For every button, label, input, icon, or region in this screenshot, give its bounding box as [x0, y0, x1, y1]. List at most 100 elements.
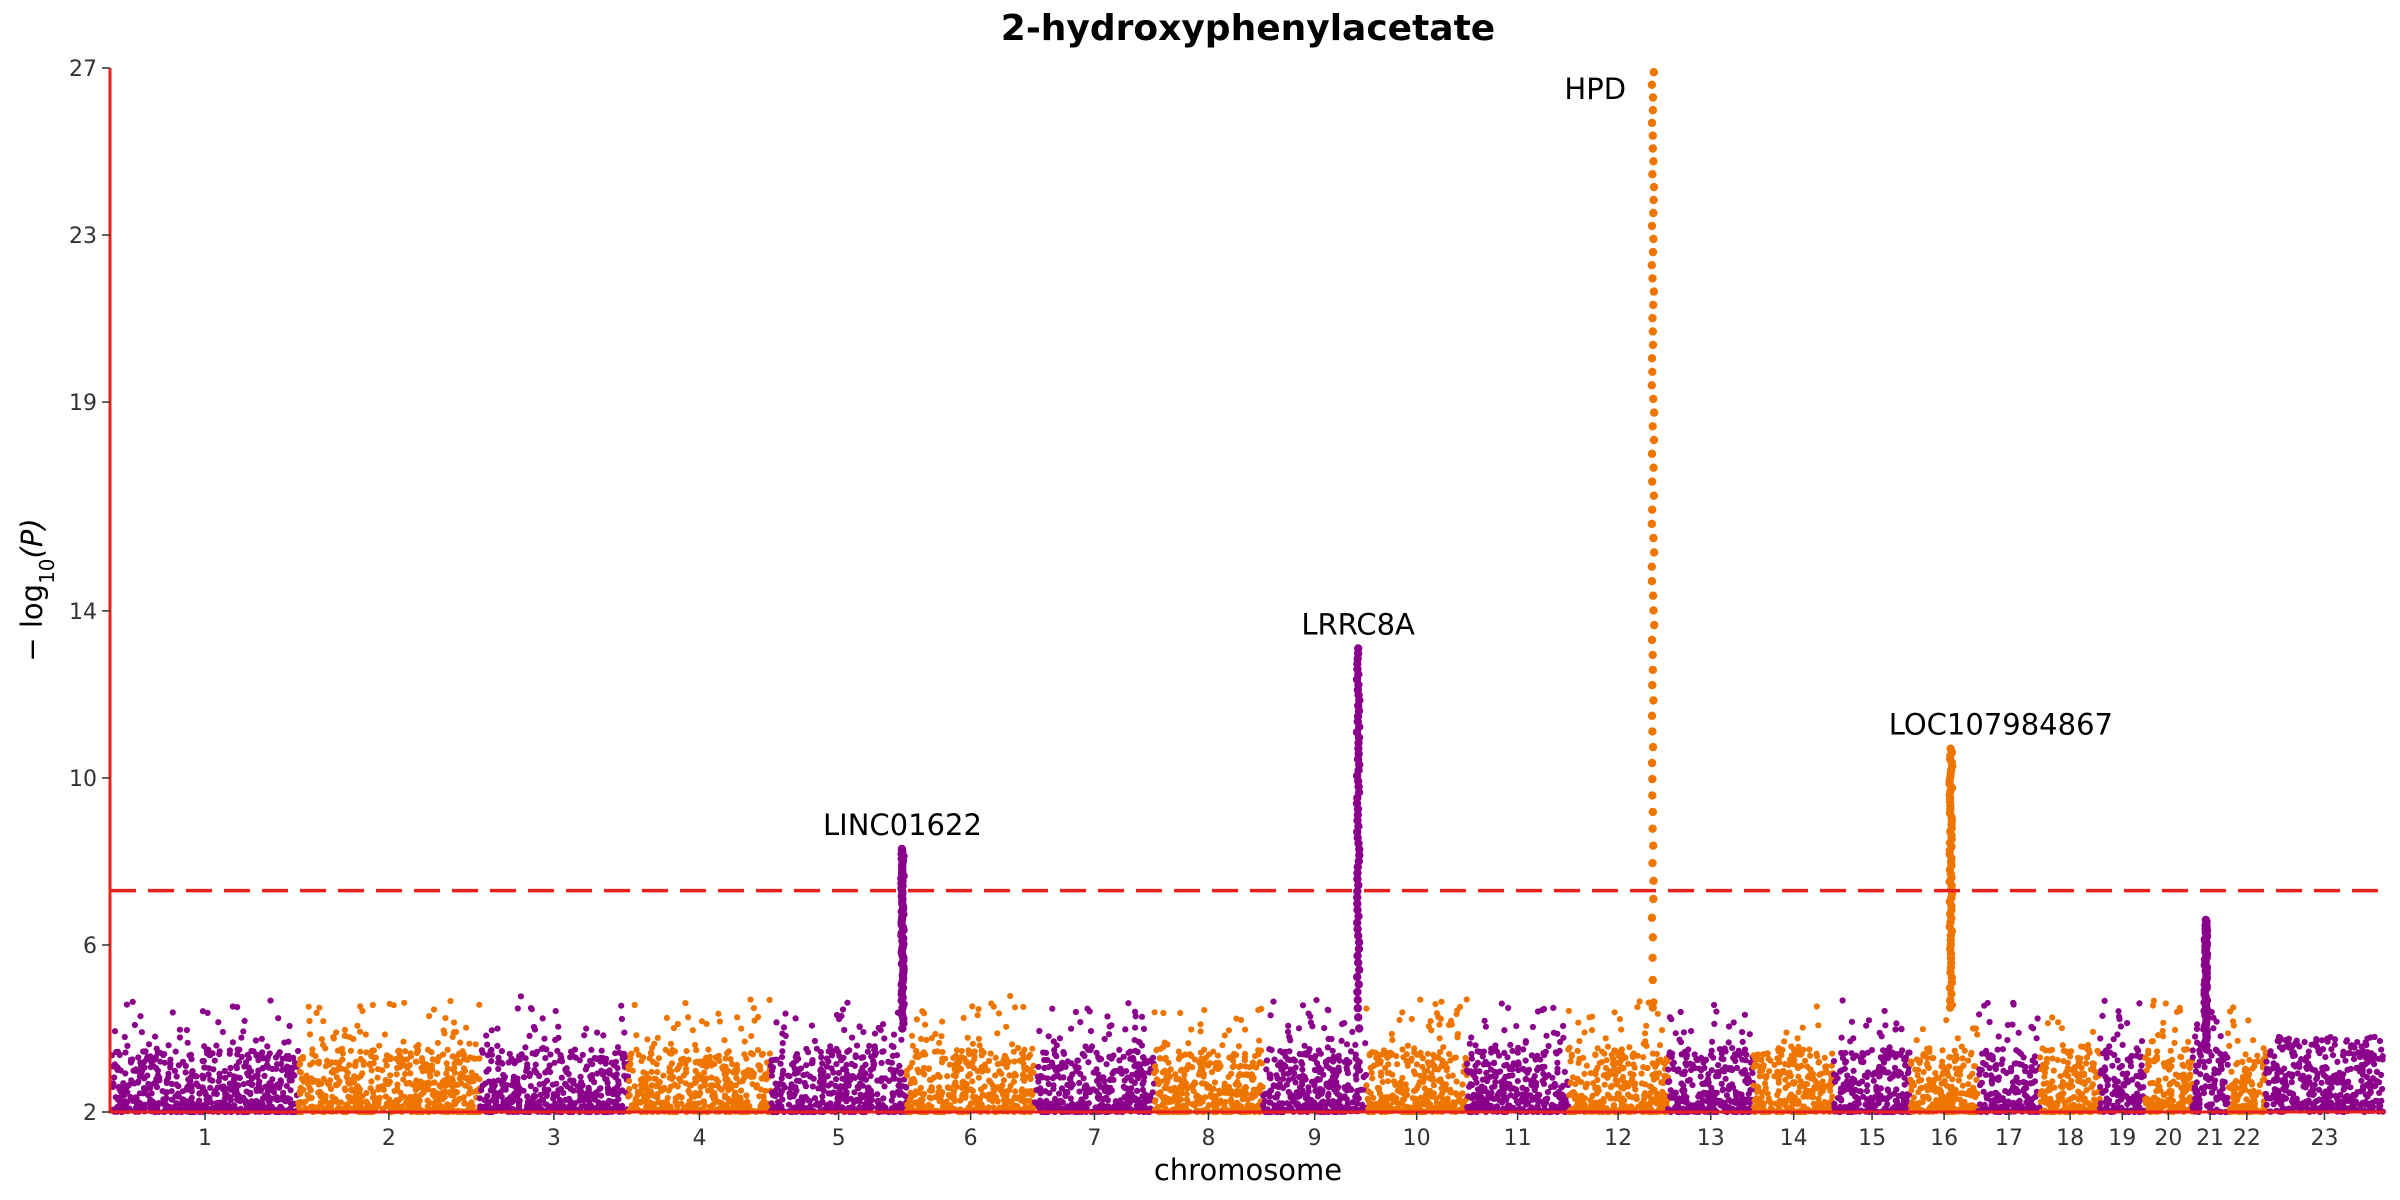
snp-point	[1393, 1095, 1400, 1102]
snp-point	[1149, 1054, 1157, 1061]
snp-point	[1085, 1059, 1092, 1066]
snp-point	[913, 1016, 921, 1023]
snp-point	[1015, 1044, 1022, 1052]
snp-point	[552, 1008, 559, 1015]
snp-point	[193, 1080, 200, 1087]
snp-point	[685, 1014, 692, 1021]
snp-point	[117, 1088, 125, 1096]
snp-point	[957, 1097, 964, 1104]
snp-point	[443, 1060, 450, 1067]
snp-point	[598, 1068, 605, 1075]
snp-point	[387, 1072, 394, 1079]
snp-point	[465, 1076, 472, 1084]
snp-point	[931, 1048, 939, 1055]
snp-point	[591, 1054, 598, 1062]
snp-point	[780, 1067, 787, 1074]
snp-point	[1160, 1009, 1167, 1017]
data-points	[108, 68, 2386, 1116]
snp-point	[644, 1098, 651, 1106]
snp-point	[248, 1047, 255, 1055]
snp-point	[1313, 997, 1320, 1004]
snp-point	[167, 1056, 174, 1063]
snp-point	[969, 1040, 977, 1047]
snp-point	[1478, 1094, 1485, 1101]
snp-point	[252, 1037, 259, 1044]
snp-point	[1018, 1088, 1025, 1095]
snp-point	[942, 1055, 949, 1062]
snp-point	[1116, 1057, 1123, 1064]
snp-point	[704, 1087, 712, 1094]
snp-point	[1236, 1088, 1243, 1095]
snp-point	[711, 1061, 718, 1068]
snp-point	[1341, 1020, 1348, 1027]
snp-point	[643, 1092, 650, 1099]
snp-point	[1029, 1045, 1036, 1052]
snp-point	[1232, 1081, 1239, 1088]
snp-point	[777, 1060, 784, 1067]
snp-point	[461, 1056, 468, 1063]
snp-point	[1435, 1014, 1442, 1021]
snp-point	[187, 1074, 194, 1081]
snp-point	[1108, 1022, 1115, 1029]
snp-point	[701, 1082, 708, 1089]
snp-point	[932, 1030, 939, 1038]
snp-point	[1025, 1054, 1032, 1061]
snp-point	[528, 1006, 535, 1013]
snp-point	[165, 1074, 172, 1081]
snp-point	[1200, 1070, 1207, 1078]
snp-point	[1356, 1067, 1364, 1074]
snp-point	[254, 1051, 261, 1058]
snp-point	[1309, 1023, 1316, 1030]
snp-point	[165, 1042, 172, 1049]
snp-point	[1049, 1005, 1056, 1012]
snp-point	[940, 1101, 947, 1108]
snp-point	[562, 1066, 569, 1073]
snp-point	[199, 1008, 206, 1015]
snp-point	[133, 1095, 140, 1102]
snp-point	[1542, 1048, 1549, 1055]
snp-point	[969, 1078, 976, 1085]
snp-point	[504, 1102, 511, 1109]
snp-point	[974, 1068, 981, 1075]
snp-point	[127, 1056, 134, 1063]
snp-point	[1322, 1059, 1329, 1066]
snp-point	[140, 1085, 148, 1092]
snp-point	[188, 1088, 195, 1095]
snp-point	[234, 1074, 241, 1081]
snp-point	[882, 1075, 889, 1082]
snp-point	[313, 1009, 320, 1017]
snp-point	[150, 1100, 157, 1107]
snp-point	[1128, 1090, 1135, 1098]
snp-point	[1404, 1042, 1411, 1049]
snp-point	[1175, 1048, 1182, 1055]
snp-point	[376, 1042, 383, 1049]
snp-point	[1448, 1089, 1455, 1096]
snp-point	[547, 1051, 554, 1058]
snp-point	[1060, 1050, 1068, 1057]
snp-point	[733, 1063, 740, 1070]
snp-point	[719, 1064, 726, 1071]
snp-point	[543, 1092, 550, 1099]
snp-point	[741, 1038, 748, 1045]
snp-point	[324, 1057, 331, 1064]
snp-point	[1372, 1100, 1379, 1108]
snp-point	[868, 1104, 875, 1111]
snp-point	[758, 1051, 765, 1058]
snp-point	[1555, 1088, 1562, 1096]
snp-point	[733, 1074, 740, 1082]
snp-point	[1260, 1092, 1267, 1099]
snp-point	[1233, 1099, 1240, 1106]
snp-point	[1086, 1089, 1094, 1096]
snp-point	[1385, 1061, 1392, 1068]
snp-point	[699, 1074, 706, 1081]
snp-point	[792, 1015, 799, 1022]
snp-point	[718, 1099, 725, 1106]
snp-point	[287, 1087, 294, 1094]
snp-point	[1501, 1027, 1508, 1034]
snp-point	[402, 1070, 409, 1077]
snp-point	[277, 1103, 284, 1110]
snp-point	[958, 1084, 966, 1091]
snp-point	[1534, 1066, 1541, 1074]
snp-point	[259, 1049, 266, 1056]
snp-point	[206, 1052, 213, 1059]
